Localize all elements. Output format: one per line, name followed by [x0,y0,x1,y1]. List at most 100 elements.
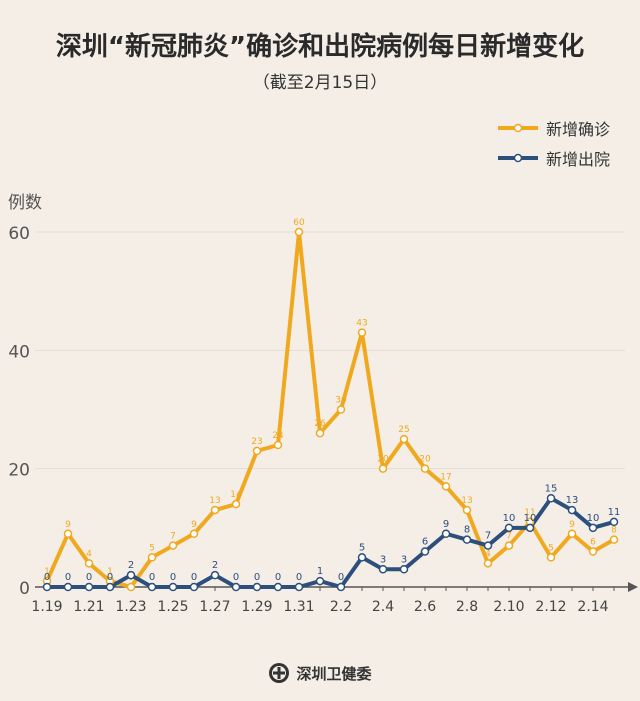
data-label-confirmed: 4 [86,549,92,559]
data-label-discharged: 10 [524,513,537,524]
data-label-confirmed: 23 [251,437,262,447]
data-point-discharged [126,570,136,580]
data-label-discharged: 0 [254,572,260,583]
x-tick-label: 2.8 [456,599,478,615]
data-label-confirmed: 7 [506,532,512,542]
legend-label-confirmed: 新增确诊 [546,120,611,139]
data-point-discharged [315,576,325,586]
data-label-discharged: 0 [65,572,71,583]
x-tick-label: 1.29 [241,599,272,615]
data-point-discharged [84,582,94,592]
data-point-confirmed [294,227,304,237]
data-label-confirmed: 26 [314,419,326,429]
data-label-confirmed: 24 [272,431,284,441]
data-label-discharged: 7 [485,531,491,542]
data-label-confirmed: 17 [440,472,451,482]
data-point-discharged [42,582,52,592]
x-tick-label: 2.12 [535,599,566,615]
data-label-discharged: 0 [44,572,50,583]
data-point-discharged [252,582,262,592]
data-label-discharged: 0 [275,572,281,583]
data-point-confirmed [357,328,367,337]
data-point-discharged [294,582,304,592]
data-label-discharged: 2 [128,560,134,571]
data-label-confirmed: 1 [44,567,50,577]
data-label-confirmed: 11 [524,508,535,518]
data-label-discharged: 5 [359,542,365,553]
x-tick-label: 1.21 [73,599,104,615]
data-point-confirmed [126,582,136,592]
data-point-confirmed [462,505,472,515]
data-point-discharged [105,582,115,592]
data-label-discharged: 0 [149,572,155,583]
data-point-confirmed [63,529,73,538]
x-tick-label: 2.2 [330,599,352,615]
data-point-discharged [168,582,178,592]
data-point-discharged [462,535,472,544]
data-label-confirmed: 9 [65,520,71,530]
data-point-discharged [588,523,598,533]
data-label-confirmed: 4 [485,549,491,559]
data-label-confirmed: 8 [611,526,617,536]
data-point-confirmed [609,535,619,544]
data-point-confirmed [378,464,388,473]
legend-label-discharged: 新增出院 [546,150,611,169]
data-point-confirmed [504,541,514,550]
data-label-confirmed: 9 [191,520,197,530]
data-label-discharged: 0 [86,572,92,583]
data-point-discharged [567,505,577,515]
data-label-confirmed: 20 [419,455,431,465]
series-line-discharged [47,496,615,589]
x-tick-label: 1.31 [283,599,314,615]
data-label-discharged: 1 [317,566,323,577]
x-axis-arrow [628,582,638,592]
data-label-discharged: 13 [566,495,579,506]
data-point-discharged [231,582,241,592]
data-point-confirmed [315,428,325,438]
data-point-confirmed [84,559,94,568]
data-point-confirmed [441,482,451,491]
data-point-discharged [399,565,409,574]
data-label-discharged: 10 [503,513,516,524]
data-point-confirmed [546,553,556,562]
y-tick-label: 40 [8,342,30,362]
x-tick-label: 2.4 [372,599,394,615]
data-label-discharged: 9 [443,519,449,530]
data-label-discharged: 0 [296,572,302,583]
data-point-confirmed [420,464,430,473]
data-point-confirmed [252,446,262,456]
legend-swatch-discharged [498,153,538,163]
data-label-confirmed: 20 [377,455,389,465]
data-label-confirmed: 25 [398,425,409,435]
data-label-confirmed: 9 [569,520,575,530]
health-commission-logo-icon [269,663,290,683]
data-point-confirmed [567,529,577,538]
y-tick-label: 20 [8,461,30,481]
data-point-confirmed [231,499,241,509]
data-point-discharged [420,547,430,556]
data-label-confirmed: 5 [548,543,554,553]
x-tick-label: 2.10 [493,599,524,615]
data-label-discharged: 0 [191,572,197,583]
data-label-discharged: 0 [338,572,344,583]
data-point-discharged [378,565,388,574]
data-point-discharged [336,582,346,592]
y-axis-label: 例数 [8,193,42,213]
legend-swatch-confirmed [498,123,538,133]
data-label-discharged: 10 [587,513,600,524]
legend-item-discharged: 新增出院 [498,146,610,170]
data-point-discharged [189,582,199,592]
data-point-confirmed [483,559,493,568]
data-label-discharged: 11 [608,507,621,518]
data-point-confirmed [147,553,157,562]
x-tick-label: 1.23 [115,599,146,615]
data-point-confirmed [273,440,283,450]
data-label-confirmed: 13 [209,496,220,506]
data-point-discharged [63,582,73,592]
data-point-discharged [504,523,514,533]
data-label-confirmed: 7 [170,532,176,542]
data-label-confirmed: 43 [356,319,367,329]
data-point-discharged [357,553,367,562]
